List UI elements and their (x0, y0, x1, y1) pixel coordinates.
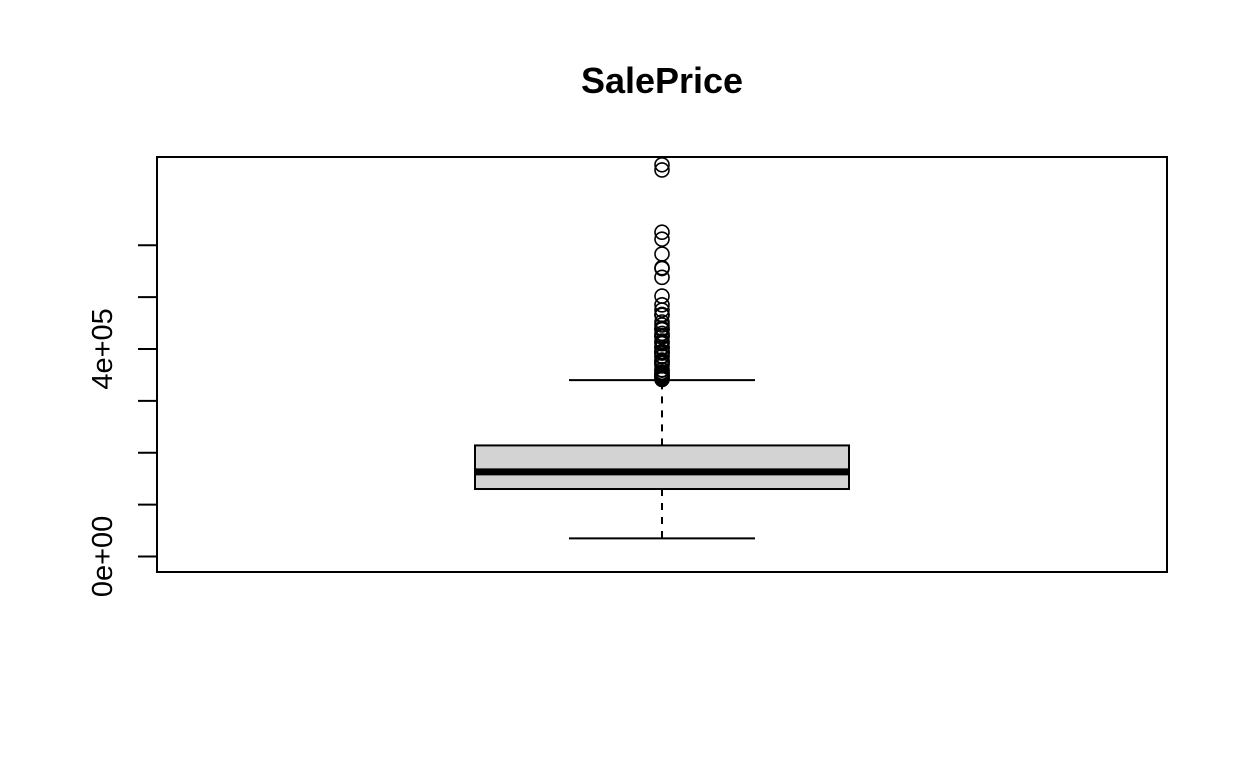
outlier-point (654, 162, 670, 178)
outlier-point (654, 333, 670, 349)
outlier-point (654, 156, 670, 173)
outlier-point (654, 246, 670, 262)
y-tick-label: 4e+05 (87, 308, 119, 389)
iqr-box (474, 444, 850, 491)
outlier-point (654, 259, 670, 276)
box-group (474, 379, 850, 540)
outlier-point (654, 314, 670, 330)
outlier-point (654, 231, 670, 247)
chart-title: SalePrice (581, 60, 743, 101)
y-tick-label: 0e+00 (87, 516, 119, 597)
y-axis: 0e+00 4e+05 (87, 244, 157, 597)
outlier-point (654, 306, 670, 323)
outlier-point (654, 224, 670, 241)
outlier-point (654, 269, 670, 286)
outlier-point (654, 325, 670, 342)
outlier-point (654, 288, 670, 304)
outlier-point (654, 297, 670, 313)
outlier-points (654, 156, 670, 388)
